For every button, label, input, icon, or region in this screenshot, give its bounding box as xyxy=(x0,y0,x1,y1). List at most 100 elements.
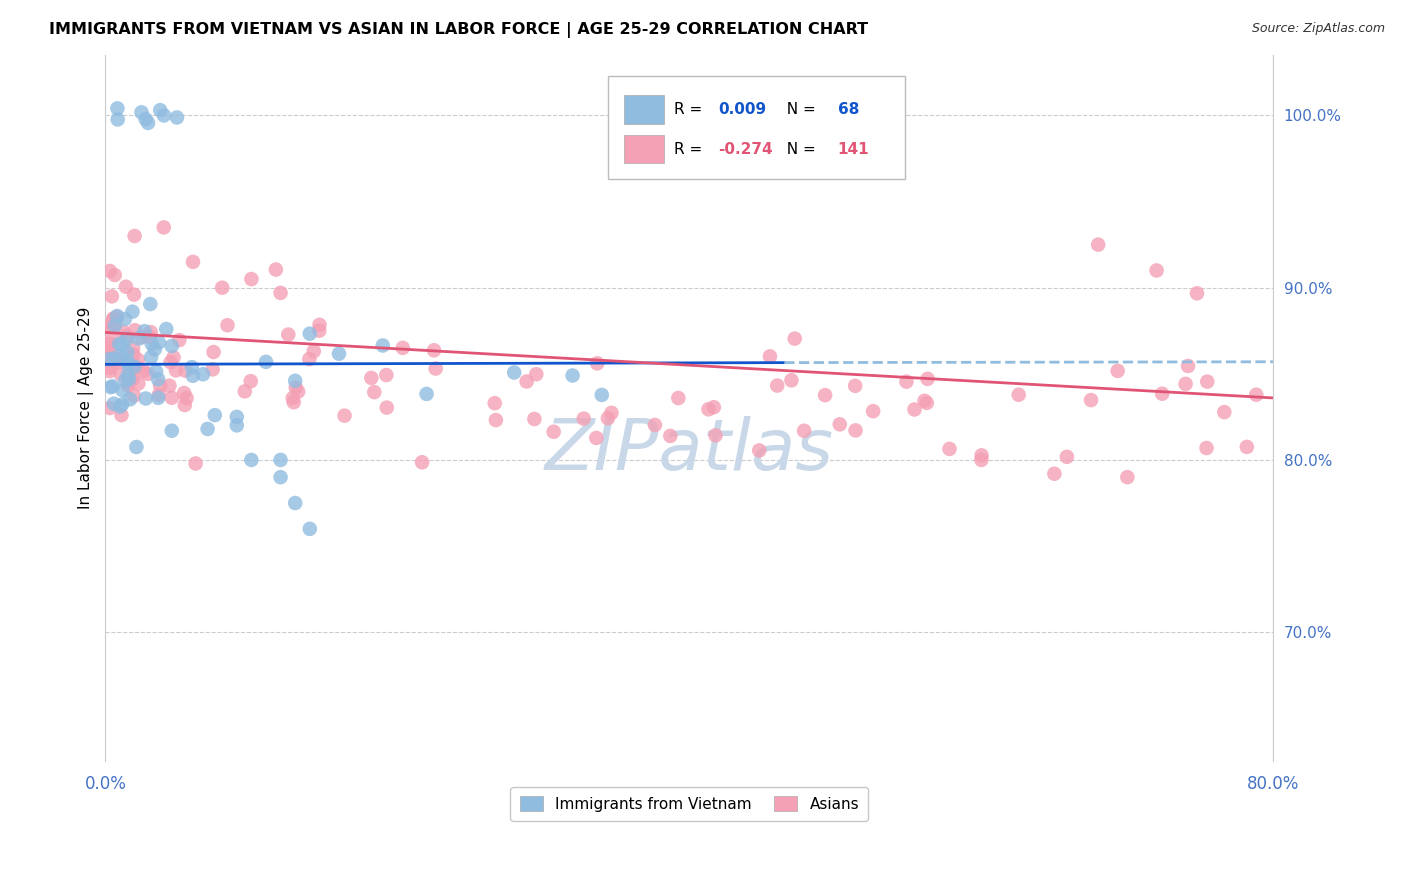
Point xyxy=(485,413,508,427)
Point xyxy=(298,352,321,367)
Point xyxy=(139,297,162,311)
Point xyxy=(125,440,148,454)
Point xyxy=(176,391,198,405)
Point xyxy=(149,103,172,118)
Point xyxy=(1043,467,1066,481)
Point xyxy=(284,496,307,510)
Point xyxy=(108,400,131,414)
Point xyxy=(124,359,146,374)
Text: N =: N = xyxy=(778,102,821,117)
Point xyxy=(572,411,595,425)
Point xyxy=(814,388,837,402)
Point xyxy=(136,116,159,130)
Point xyxy=(118,377,141,392)
Point xyxy=(117,358,139,372)
Point xyxy=(543,425,565,439)
Point xyxy=(970,453,993,467)
Point xyxy=(105,309,128,323)
Point xyxy=(284,381,307,395)
Point xyxy=(845,424,868,438)
Point xyxy=(159,355,181,369)
Point xyxy=(211,281,233,295)
Point xyxy=(107,101,129,115)
Point xyxy=(127,376,149,391)
Point xyxy=(98,336,121,351)
Point xyxy=(138,330,160,344)
Point xyxy=(118,392,141,407)
Point xyxy=(197,422,219,436)
Point xyxy=(115,279,138,293)
Point xyxy=(284,374,307,388)
Point xyxy=(131,330,153,344)
Point xyxy=(136,367,159,381)
Point xyxy=(148,335,170,350)
Point xyxy=(157,378,180,392)
Point xyxy=(254,355,277,369)
Point xyxy=(101,379,124,393)
Point xyxy=(375,368,398,382)
Point xyxy=(1197,375,1219,389)
Point xyxy=(411,455,433,469)
Point xyxy=(759,350,782,364)
Point xyxy=(98,319,121,334)
Legend: Immigrants from Vietnam, Asians: Immigrants from Vietnam, Asians xyxy=(510,787,869,821)
Point xyxy=(114,374,136,388)
Point xyxy=(524,368,547,382)
Point xyxy=(239,374,262,388)
Point xyxy=(160,424,183,438)
Text: N =: N = xyxy=(778,142,821,157)
Point xyxy=(903,402,925,417)
Point xyxy=(1177,359,1199,373)
Point xyxy=(148,391,170,405)
Point xyxy=(240,272,263,286)
Point xyxy=(122,389,145,403)
Point xyxy=(666,391,689,405)
Point xyxy=(561,368,583,383)
Point xyxy=(104,318,127,333)
Point xyxy=(114,312,136,326)
Point xyxy=(896,375,918,389)
Text: R =: R = xyxy=(675,102,707,117)
Text: 0.009: 0.009 xyxy=(718,102,766,117)
Point xyxy=(104,268,127,282)
Point xyxy=(748,443,770,458)
Point xyxy=(160,391,183,405)
Point xyxy=(104,351,127,366)
Point xyxy=(112,325,135,339)
Point xyxy=(98,364,121,378)
Point xyxy=(122,287,145,301)
Point xyxy=(100,352,122,367)
Point xyxy=(484,396,506,410)
Point xyxy=(283,395,305,409)
Point xyxy=(100,380,122,394)
Text: 68: 68 xyxy=(838,102,859,117)
Point xyxy=(103,355,125,369)
Point xyxy=(104,318,127,333)
Point xyxy=(1213,405,1236,419)
FancyBboxPatch shape xyxy=(624,95,664,124)
Point xyxy=(131,105,153,120)
Point xyxy=(98,343,121,357)
Point xyxy=(111,383,134,397)
Point xyxy=(1174,376,1197,391)
Point xyxy=(98,360,121,375)
Point xyxy=(1146,263,1168,277)
Point xyxy=(115,332,138,346)
Point xyxy=(115,328,138,343)
Point xyxy=(127,352,149,367)
Point xyxy=(204,408,226,422)
Point xyxy=(780,373,803,387)
Point xyxy=(308,324,330,338)
Point xyxy=(1056,450,1078,464)
Point xyxy=(121,304,143,318)
Point xyxy=(264,262,287,277)
Point xyxy=(1185,286,1208,301)
Point xyxy=(148,388,170,402)
Point xyxy=(103,311,125,326)
Point xyxy=(98,401,121,415)
Point xyxy=(270,470,292,484)
Point xyxy=(333,409,356,423)
Text: -0.274: -0.274 xyxy=(718,142,773,157)
Point xyxy=(110,349,132,363)
Point xyxy=(281,391,304,405)
